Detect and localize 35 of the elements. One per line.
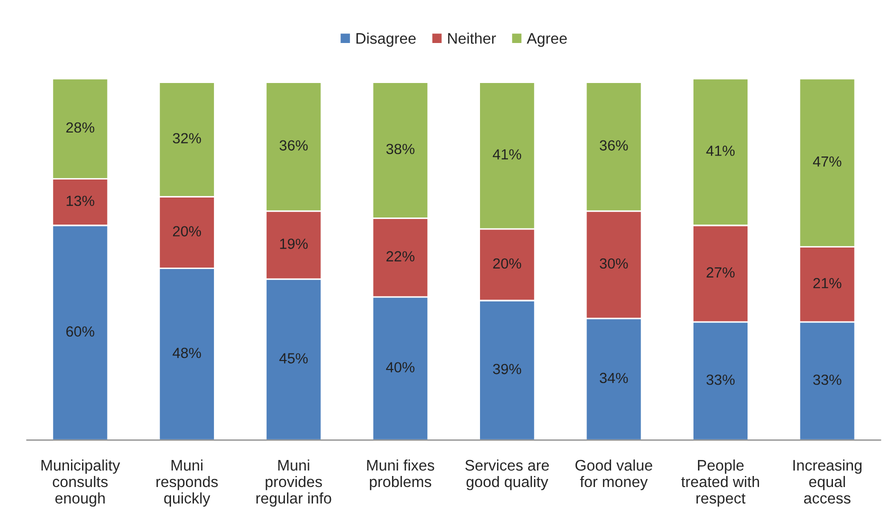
data-label: 33% — [813, 374, 842, 385]
data-label: 27% — [706, 267, 735, 278]
x-tick-label: Muni responds quickly — [156, 459, 218, 507]
data-label: 20% — [173, 226, 201, 236]
data-label: 48% — [172, 348, 201, 358]
data-label: 33% — [706, 374, 735, 385]
data-label: 28% — [66, 122, 94, 133]
data-label: 38% — [386, 144, 414, 154]
data-label: 19% — [280, 238, 308, 249]
data-label: 34% — [600, 372, 628, 384]
data-label: 39% — [493, 364, 522, 374]
data-label: 41% — [492, 149, 522, 160]
data-label: 22% — [386, 251, 414, 262]
legend-label: Disagree — [356, 32, 416, 47]
data-label: 36% — [280, 140, 308, 151]
data-label: 47% — [812, 156, 842, 167]
x-tick-label: Muni fixes problems — [367, 459, 434, 490]
data-label: 36% — [600, 140, 628, 151]
legend-label: Neither — [448, 32, 496, 44]
data-label: 20% — [493, 258, 522, 269]
data-label: 41% — [706, 146, 735, 156]
x-tick-label: Municipality consults enough — [42, 459, 120, 507]
data-label: 21% — [813, 278, 842, 288]
data-label: 30% — [600, 258, 628, 269]
legend-label: Agree — [526, 33, 567, 47]
data-label: 13% — [66, 196, 94, 206]
x-tick-label: Muni provides regular info — [256, 459, 332, 507]
x-tick-label: Increasing equal access — [793, 459, 862, 504]
data-label: 40% — [386, 362, 414, 372]
x-tick-label: Services are good quality — [465, 459, 549, 490]
data-label: 32% — [172, 133, 201, 144]
x-tick-label: Good value for money — [575, 459, 652, 490]
data-label: 45% — [279, 353, 308, 364]
x-tick-label: People treated with respect — [681, 459, 760, 507]
data-label: 60% — [66, 326, 94, 337]
